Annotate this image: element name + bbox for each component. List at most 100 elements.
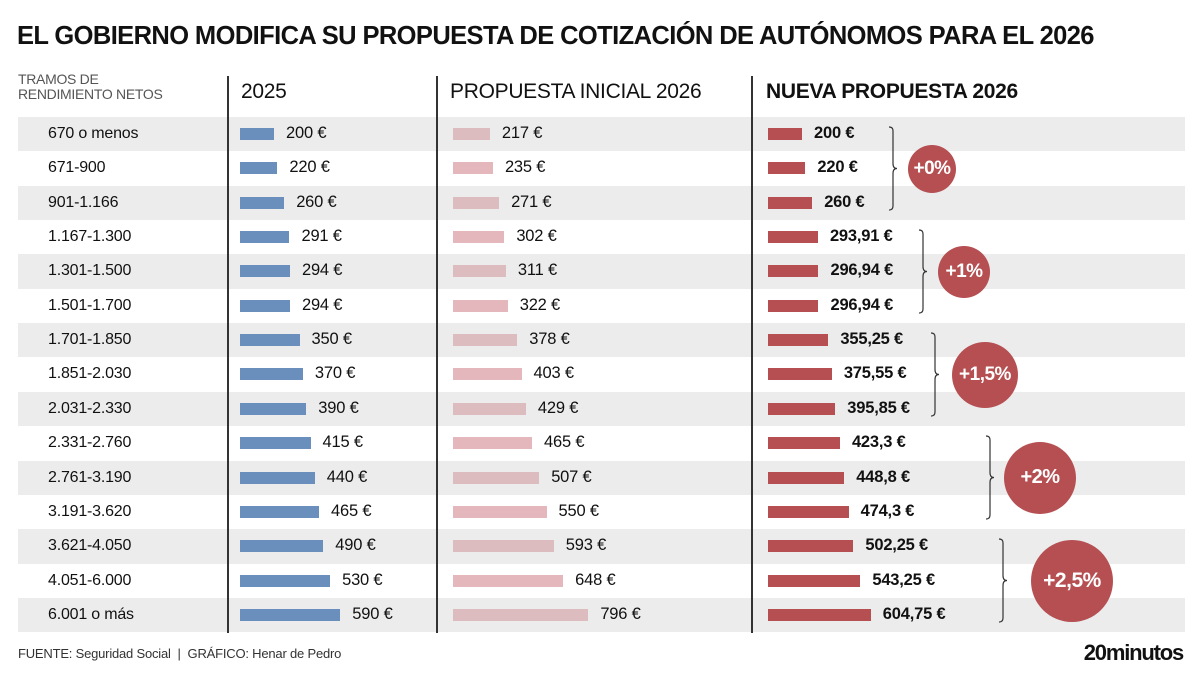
value-label: 271 €	[511, 192, 552, 211]
tramo-label: 671-900	[48, 159, 106, 177]
bar-2025	[240, 608, 341, 621]
bar-propuesta-inicial	[453, 299, 508, 312]
value-label: 440 €	[326, 467, 368, 486]
bar-nueva-propuesta	[768, 505, 849, 518]
table-row: 4.051-6.000 530 € 648 € 543,25 €	[18, 564, 1185, 598]
tramo-label: 1.301-1.500	[48, 262, 132, 280]
value-label: 507 €	[551, 467, 592, 486]
value-label: 550 €	[558, 501, 599, 520]
value-label: 200 €	[286, 124, 327, 142]
table-row: 1.167-1.300 291 € 302 € 293,91 €	[18, 220, 1185, 254]
value-label: 474,3 €	[860, 501, 915, 520]
tramo-label: 4.051-6.000	[48, 571, 132, 589]
bar-nueva-propuesta	[768, 334, 829, 347]
value-label: 375,55 €	[843, 364, 907, 383]
bar-propuesta-inicial	[453, 162, 493, 175]
bar-2025	[240, 540, 324, 553]
bar-2025	[240, 162, 278, 175]
bar-propuesta-inicial	[453, 608, 589, 621]
table-row: 1.301-1.500 294 € 311 € 296,94 €	[18, 254, 1185, 289]
value-label: 235 €	[504, 158, 546, 177]
bar-propuesta-inicial	[453, 574, 564, 587]
bar-nueva-propuesta	[768, 402, 836, 415]
bar-propuesta-inicial	[453, 265, 506, 278]
category-header: TRAMOS DE RENDIMIENTO NETOS	[18, 71, 163, 102]
value-label: 200 €	[814, 124, 855, 142]
value-label: 502,25 €	[865, 536, 929, 555]
value-label: 296,94 €	[830, 295, 894, 314]
column-header-propuesta-inicial: PROPUESTA INICIAL 2026	[450, 80, 702, 103]
value-label: 217 €	[501, 124, 543, 142]
tramo-label: 1.701-1.850	[48, 331, 132, 349]
increase-badge: +1%	[938, 245, 990, 298]
column-divider	[436, 76, 438, 633]
bar-nueva-propuesta	[768, 265, 819, 278]
bar-nueva-propuesta	[768, 574, 861, 587]
bar-propuesta-inicial	[453, 128, 490, 140]
chart-title: EL GOBIERNO MODIFICA SU PROPUESTA DE COT…	[17, 22, 1095, 50]
value-label: 465 €	[544, 433, 585, 452]
bar-nueva-propuesta	[768, 128, 802, 140]
tramo-label: 2.761-3.190	[48, 468, 132, 486]
group-brace	[930, 332, 940, 417]
column-header-nueva-propuesta: NUEVA PROPUESTA 2026	[766, 80, 1018, 103]
value-label: 370 €	[314, 364, 356, 383]
tramo-label: 6.001 o más	[48, 605, 134, 623]
bar-propuesta-inicial	[453, 231, 505, 244]
value-label: 423,3 €	[851, 433, 906, 452]
value-label: 403 €	[533, 364, 574, 383]
table-row: 6.001 o más 590 € 796 € 604,75 €	[18, 597, 1185, 633]
value-label: 530 €	[342, 570, 383, 589]
value-label: 311 €	[517, 261, 557, 280]
increase-badge: +0%	[908, 144, 956, 193]
value-label: 390 €	[318, 398, 359, 417]
bar-propuesta-inicial	[453, 334, 518, 347]
bar-nueva-propuesta	[768, 299, 819, 312]
bar-2025	[240, 505, 320, 518]
value-label: 260 €	[824, 192, 865, 211]
tramo-label: 3.191-3.620	[48, 502, 132, 520]
value-label: 429 €	[537, 398, 579, 417]
value-label: 796 €	[600, 604, 641, 623]
increase-badge: +2,5%	[1031, 539, 1113, 622]
bar-2025	[240, 334, 300, 347]
value-label: 294 €	[301, 295, 343, 314]
source-credit: FUENTE: Seguridad Social | GRÁFICO: Hena…	[18, 646, 342, 661]
value-label: 543,25 €	[872, 570, 935, 589]
bar-propuesta-inicial	[453, 196, 500, 209]
value-label: 322 €	[519, 295, 561, 314]
table-row: 901-1.166 260 € 271 € 260 €	[18, 185, 1185, 221]
bar-nueva-propuesta	[768, 162, 806, 175]
value-label: 294 €	[301, 261, 343, 280]
table-row: 1.501-1.700 294 € 322 € 296,94 €	[18, 289, 1185, 323]
value-label: 293,91 €	[829, 227, 893, 246]
value-label: 415 €	[322, 433, 363, 452]
value-label: 220 €	[289, 158, 330, 177]
bar-2025	[240, 574, 331, 587]
value-label: 448,8 €	[856, 467, 910, 486]
table-row: 670 o menos 200 € 217 € 200 €	[18, 117, 1185, 152]
bar-2025	[240, 368, 303, 381]
tramo-label: 2.331-2.760	[48, 434, 132, 452]
group-brace	[918, 229, 928, 314]
bar-nueva-propuesta	[768, 196, 813, 209]
bar-nueva-propuesta	[768, 608, 871, 621]
group-brace	[985, 435, 995, 520]
value-label: 302 €	[516, 227, 557, 246]
bar-propuesta-inicial	[453, 471, 540, 484]
bar-propuesta-inicial	[453, 505, 547, 518]
group-brace	[888, 126, 898, 211]
table-row: 3.621-4.050 490 € 593 € 502,25 €	[18, 529, 1185, 564]
column-divider	[227, 76, 229, 633]
value-label: 590 €	[352, 604, 393, 623]
bar-2025	[240, 299, 290, 312]
bar-2025	[240, 471, 315, 484]
value-label: 604,75 €	[882, 604, 946, 623]
bar-2025	[240, 402, 307, 415]
table-row: 1.701-1.850 350 € 378 € 355,25 €	[18, 323, 1185, 358]
value-label: 260 €	[296, 192, 337, 211]
value-label: 378 €	[529, 330, 570, 349]
bar-nueva-propuesta	[768, 471, 845, 484]
tramo-label: 670 o menos	[48, 125, 139, 142]
column-header-2025: 2025	[241, 80, 287, 103]
